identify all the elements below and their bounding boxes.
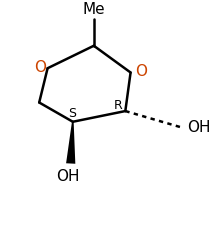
Polygon shape: [66, 122, 75, 164]
Text: R: R: [114, 99, 123, 112]
Text: Me: Me: [82, 2, 105, 17]
Text: OH: OH: [56, 169, 79, 184]
Text: O: O: [34, 60, 46, 75]
Text: OH: OH: [187, 120, 211, 135]
Text: S: S: [68, 107, 76, 120]
Text: O: O: [135, 64, 147, 79]
